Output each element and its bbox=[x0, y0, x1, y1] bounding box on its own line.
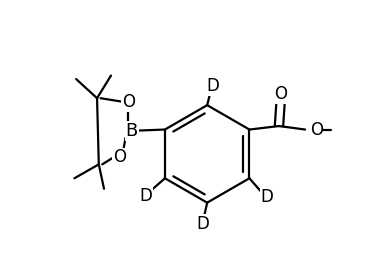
Text: D: D bbox=[206, 77, 219, 95]
Text: B: B bbox=[126, 122, 138, 140]
Text: O: O bbox=[122, 93, 135, 111]
Text: D: D bbox=[260, 188, 273, 206]
Text: D: D bbox=[139, 187, 152, 205]
Text: O: O bbox=[309, 121, 322, 138]
Text: O: O bbox=[113, 149, 126, 166]
Text: D: D bbox=[196, 215, 210, 233]
Text: O: O bbox=[274, 85, 287, 103]
